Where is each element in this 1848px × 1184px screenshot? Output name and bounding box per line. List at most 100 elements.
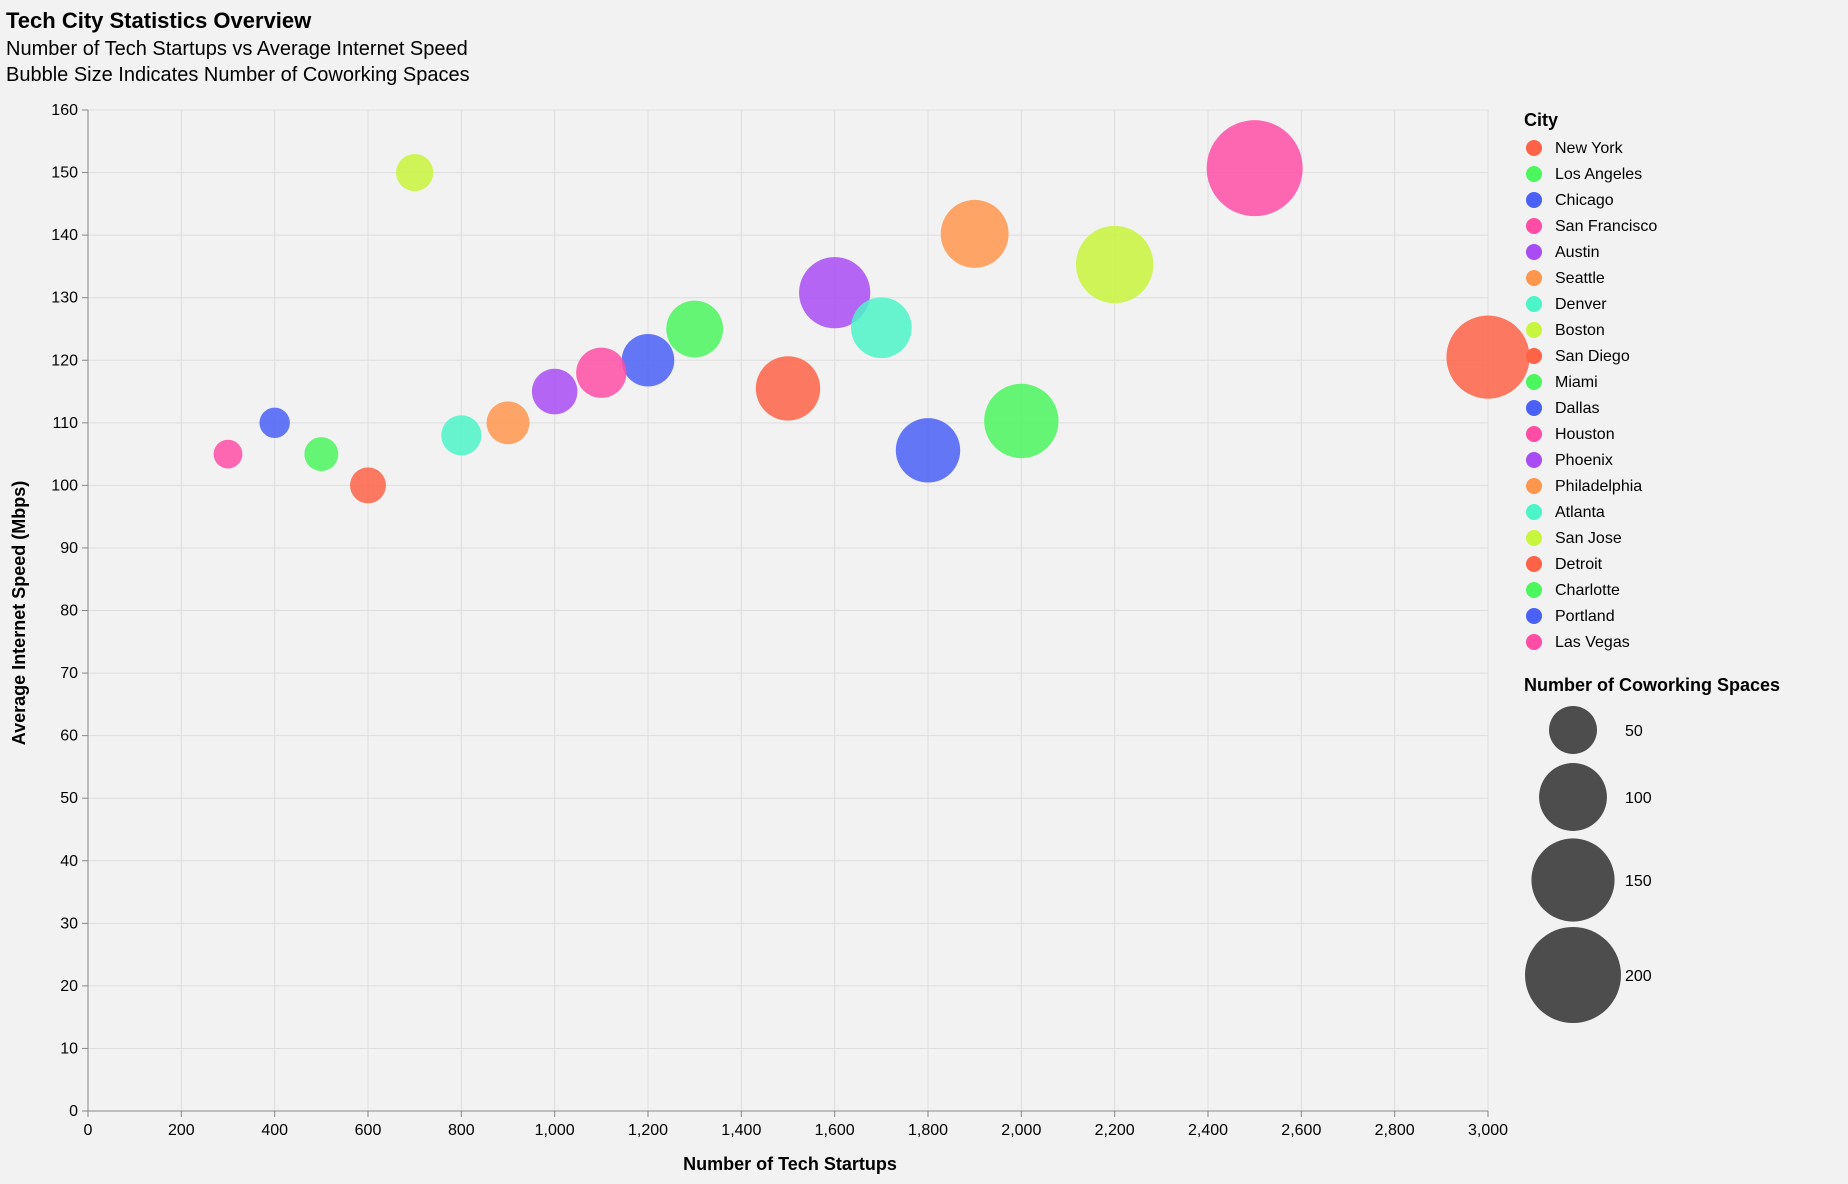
legend: City New York Los Angeles Chicago San Franc… — [1524, 110, 1780, 1023]
legend-swatch — [1526, 634, 1542, 650]
x-tick-label: 2,200 — [1095, 1122, 1135, 1139]
legend-label: New York — [1555, 140, 1624, 157]
bubble-chicago — [895, 418, 961, 483]
x-tick-label: 3,000 — [1468, 1122, 1508, 1139]
y-tick-label: 60 — [60, 728, 78, 745]
legend-swatch — [1526, 244, 1542, 260]
legend-label: Detroit — [1555, 556, 1603, 573]
legend-label: Boston — [1555, 322, 1605, 339]
bubble-phoenix — [531, 368, 578, 415]
legend-label: Miami — [1555, 374, 1598, 391]
y-tick-label: 130 — [51, 290, 78, 307]
bubble-austin — [799, 257, 871, 329]
legend-swatch — [1526, 322, 1542, 338]
y-tick-label: 70 — [60, 665, 78, 682]
legend-swatch — [1526, 478, 1542, 494]
y-tick-label: 150 — [51, 165, 78, 182]
x-tick-label: 2,600 — [1281, 1122, 1321, 1139]
legend-label: Phoenix — [1555, 452, 1613, 469]
legend-swatch — [1526, 192, 1542, 208]
legend-swatch — [1526, 166, 1542, 182]
y-tick-label: 20 — [60, 978, 78, 995]
legend-label: San Diego — [1555, 348, 1630, 365]
x-tick-label: 400 — [261, 1122, 288, 1139]
bubble-portland — [259, 407, 290, 438]
legend-label: Chicago — [1555, 192, 1614, 209]
legend-swatch — [1526, 270, 1542, 286]
y-tick-label: 140 — [51, 227, 78, 244]
legend-label: Los Angeles — [1555, 166, 1642, 183]
chart-title: Tech City Statistics Overview — [6, 8, 312, 33]
chart-subtitle-line-2: Bubble Size Indicates Number of Coworkin… — [6, 64, 470, 86]
y-tick-label: 0 — [69, 1103, 78, 1120]
legend-swatch — [1526, 452, 1542, 468]
y-axis-title: Average Internet Speed (Mbps) — [9, 481, 29, 745]
axes: 0 200 400 600 800 1,000 1,200 1,400 1,600 1,800 2,… — [51, 102, 1508, 1139]
x-tick-label: 1,600 — [815, 1122, 855, 1139]
color-legend: New York Los Angeles Chicago San Francisco A… — [1526, 140, 1657, 651]
x-tick-label: 600 — [355, 1122, 382, 1139]
y-tick-label: 80 — [60, 603, 78, 620]
legend-swatch — [1526, 530, 1542, 546]
bubble-las-vegas — [213, 439, 243, 469]
y-tick-label: 40 — [60, 853, 78, 870]
x-tick-label: 1,400 — [721, 1122, 761, 1139]
y-tick-label: 110 — [52, 415, 78, 432]
legend-label: Houston — [1555, 426, 1615, 443]
legend-swatch — [1526, 374, 1542, 390]
size-legend-bubble — [1539, 763, 1607, 831]
x-tick-label: 2,000 — [1001, 1122, 1041, 1139]
legend-swatch — [1526, 400, 1542, 416]
size-legend-bubble — [1549, 706, 1597, 754]
legend-label: Charlotte — [1555, 582, 1620, 599]
bubble-san-jose — [396, 153, 434, 192]
bubbles — [213, 120, 1530, 504]
bubble-philadelphia — [486, 401, 530, 445]
size-legend-label: 200 — [1625, 968, 1652, 985]
size-legend-title: Number of Coworking Spaces — [1524, 675, 1780, 695]
legend-swatch — [1526, 218, 1542, 234]
bubble-detroit — [350, 467, 386, 504]
size-legend-label: 50 — [1625, 723, 1643, 740]
legend-swatch — [1526, 504, 1542, 520]
bubble-dallas — [621, 333, 675, 387]
y-tick-label: 90 — [60, 540, 78, 557]
legend-label: Dallas — [1555, 400, 1599, 417]
y-tick-label: 120 — [51, 352, 78, 369]
bubble-los-angeles — [984, 383, 1059, 459]
legend-label: Seattle — [1555, 270, 1605, 287]
bubble-denver — [850, 297, 912, 359]
bubble-san-diego — [755, 356, 821, 421]
x-tick-label: 1,200 — [628, 1122, 668, 1139]
legend-label: Atlanta — [1555, 504, 1605, 521]
legend-swatch — [1526, 582, 1542, 598]
bubble-boston — [1075, 225, 1154, 304]
legend-swatch — [1526, 296, 1542, 312]
bubble-charlotte — [304, 437, 339, 472]
y-tick-label: 50 — [60, 790, 78, 807]
legend-label: San Francisco — [1555, 218, 1657, 235]
bubble-san-francisco — [1206, 120, 1303, 217]
legend-swatch — [1526, 140, 1542, 156]
bubble-miami — [666, 300, 724, 358]
x-tick-label: 1,000 — [535, 1122, 575, 1139]
legend-label: San Jose — [1555, 530, 1622, 547]
x-tick-label: 2,400 — [1188, 1122, 1228, 1139]
legend-swatch — [1526, 556, 1542, 572]
y-tick-label: 30 — [60, 915, 78, 932]
legend-label: Philadelphia — [1555, 478, 1642, 495]
y-tick-label: 160 — [51, 102, 78, 119]
x-tick-label: 0 — [84, 1122, 93, 1139]
legend-swatch — [1526, 348, 1542, 364]
y-tick-label: 100 — [51, 477, 78, 494]
bubble-houston — [576, 347, 627, 398]
x-tick-label: 200 — [168, 1122, 195, 1139]
grid-lines — [87, 109, 1489, 1112]
x-tick-label: 1,800 — [908, 1122, 948, 1139]
size-legend-bubble — [1531, 838, 1615, 922]
size-legend: 50 100 150 200 — [1525, 706, 1652, 1023]
x-tick-label: 2,800 — [1375, 1122, 1415, 1139]
legend-swatch — [1526, 426, 1542, 442]
